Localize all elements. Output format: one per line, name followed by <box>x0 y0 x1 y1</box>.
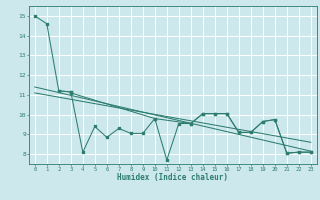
X-axis label: Humidex (Indice chaleur): Humidex (Indice chaleur) <box>117 173 228 182</box>
